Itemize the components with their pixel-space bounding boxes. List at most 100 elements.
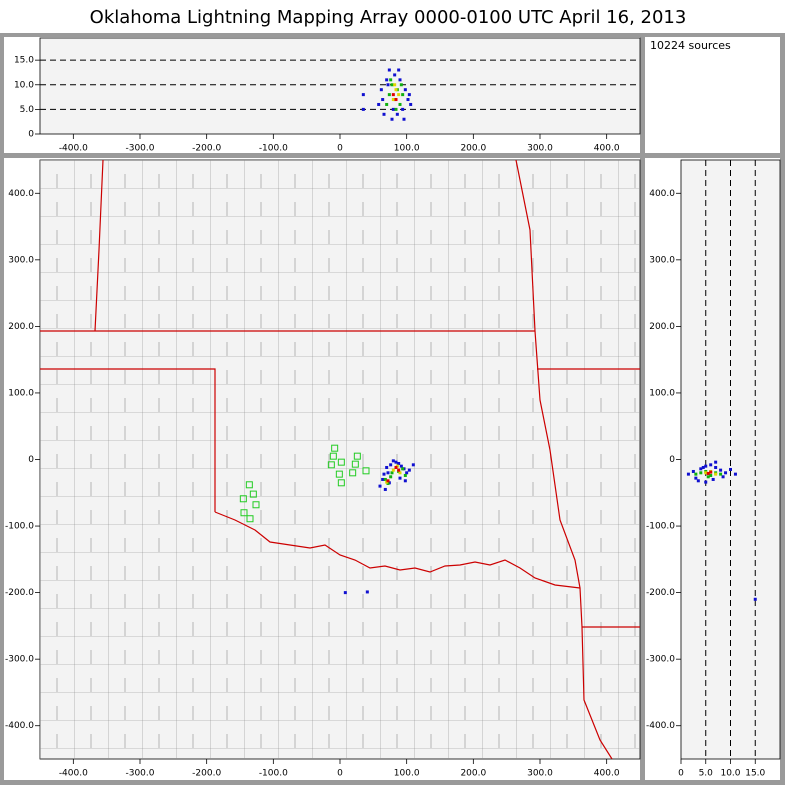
y-tick-label: -200.0 — [646, 588, 675, 598]
x-tick-label: 15.0 — [745, 769, 765, 779]
lightning-source — [385, 465, 389, 469]
x-tick-label: 200.0 — [460, 769, 486, 779]
frame — [0, 33, 785, 785]
lightning-source — [706, 471, 710, 475]
station-marker — [245, 481, 253, 489]
y-tick-label: -200.0 — [5, 588, 34, 598]
lightning-source — [391, 93, 395, 97]
lightning-source — [398, 78, 402, 82]
lightning-source — [394, 107, 398, 111]
lightning-source — [378, 484, 382, 488]
y-tick-label: 5.0 — [20, 105, 35, 115]
y-tick-label: 0 — [28, 455, 34, 465]
lightning-source — [704, 480, 708, 484]
lightning-source — [709, 473, 713, 477]
y-tick-label: 10.0 — [14, 80, 34, 90]
station-marker — [335, 470, 343, 478]
lightning-source — [389, 463, 393, 467]
station-marker — [331, 444, 339, 452]
y-tick-label: 200.0 — [8, 322, 34, 332]
x-tick-label: 100.0 — [394, 144, 420, 154]
x-tick-label: 0 — [337, 144, 343, 154]
lightning-source — [381, 98, 385, 102]
station-marker — [240, 509, 248, 517]
y-tick-label: 300.0 — [8, 255, 34, 265]
lightning-source — [394, 460, 398, 464]
y-tick-label: 200.0 — [649, 322, 675, 332]
y-tick-label: 400.0 — [8, 189, 34, 199]
station-marker — [246, 515, 254, 523]
lightning-source — [390, 83, 394, 87]
lightning-source — [389, 78, 393, 82]
lightning-source — [405, 471, 409, 475]
lightning-source — [403, 479, 407, 483]
station-marker — [353, 452, 361, 460]
lightning-source — [407, 93, 411, 97]
lightning-source — [394, 88, 398, 92]
lightning-source — [383, 487, 387, 491]
side-plot-area — [680, 159, 781, 760]
y-tick-label: -400.0 — [5, 721, 34, 731]
station-marker — [349, 469, 357, 477]
lightning-source — [407, 468, 411, 472]
lightning-source — [377, 102, 381, 106]
lightning-source — [701, 465, 705, 469]
lightning-source — [398, 102, 402, 106]
lightning-source — [401, 467, 405, 471]
x-tick-label: 400.0 — [594, 144, 620, 154]
lightning-source — [391, 459, 395, 463]
lightning-source — [409, 102, 413, 106]
lightning-source — [403, 88, 407, 92]
x-tick-label: 300.0 — [527, 769, 553, 779]
lightning-source — [394, 465, 398, 469]
y-tick-label: 15.0 — [14, 56, 34, 66]
lightning-source — [393, 73, 397, 77]
lightning-source — [699, 467, 703, 471]
lightning-source — [389, 475, 393, 479]
lightning-source — [729, 467, 732, 471]
chart-title: Oklahoma Lightning Mapping Array 0000-01… — [90, 7, 687, 28]
lightning-source — [696, 479, 700, 483]
state-borders — [40, 160, 640, 759]
y-tick-label: 100.0 — [649, 388, 675, 398]
y-tick-label: -300.0 — [646, 655, 675, 665]
lightning-source — [382, 112, 386, 116]
lightning-source — [343, 591, 347, 595]
x-tick-label: -200.0 — [192, 769, 221, 779]
x-tick-label: 100.0 — [394, 769, 420, 779]
lightning-source — [704, 471, 708, 475]
lightning-source — [361, 107, 365, 111]
lightning-source — [391, 98, 395, 102]
lightning-source — [365, 590, 369, 594]
lightning-source — [385, 102, 389, 106]
lightning-source — [402, 117, 406, 121]
lightning-source — [719, 472, 723, 476]
station-marker — [351, 460, 359, 468]
lightning-source — [386, 471, 390, 475]
lightning-source — [399, 83, 403, 87]
lightning-source — [401, 93, 405, 97]
x-tick-label: 0 — [337, 769, 343, 779]
y-tick-label: 0 — [28, 130, 34, 140]
lightning-source — [714, 460, 718, 464]
lightning-source — [714, 465, 718, 469]
station-marker — [362, 467, 370, 475]
lightning-source — [399, 464, 403, 468]
lightning-source — [397, 93, 401, 97]
station-marker — [329, 452, 337, 460]
lightning-source — [387, 68, 391, 72]
y-tick-label: 0 — [669, 455, 675, 465]
station-marker — [327, 461, 335, 469]
lightning-source — [391, 468, 395, 472]
x-tick-label: 400.0 — [594, 769, 620, 779]
lightning-source — [706, 475, 710, 479]
y-tick-label: 300.0 — [649, 255, 675, 265]
lightning-source — [386, 479, 390, 483]
lightning-source — [719, 468, 723, 472]
station-marker — [337, 479, 345, 487]
x-tick-label: -400.0 — [59, 144, 88, 154]
lightning-source — [387, 93, 391, 97]
lightning-source — [711, 477, 715, 481]
lightning-source — [383, 477, 387, 481]
x-tick-label: -100.0 — [259, 144, 288, 154]
